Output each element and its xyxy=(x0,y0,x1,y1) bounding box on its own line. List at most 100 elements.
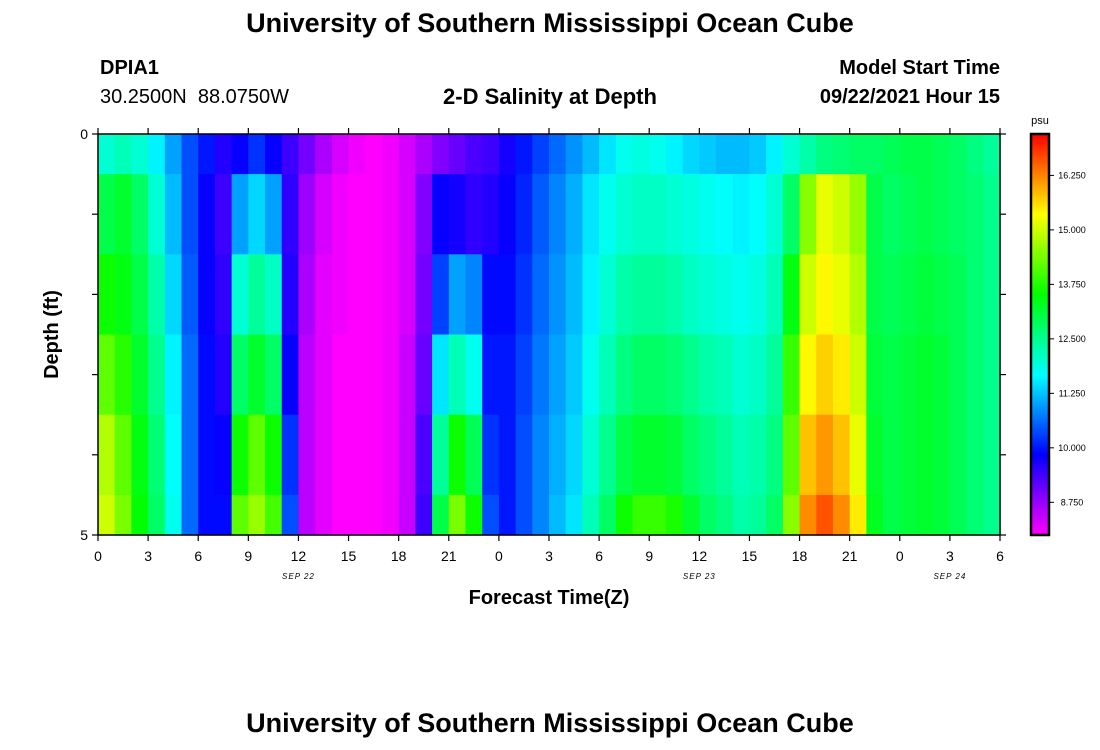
heatmap-cell xyxy=(615,254,634,336)
heatmap-cell xyxy=(515,134,533,175)
heatmap-cell xyxy=(983,334,1001,416)
heatmap-cell xyxy=(916,414,934,496)
heatmap-cell xyxy=(214,254,233,336)
heatmap-cell xyxy=(766,494,784,536)
heatmap-cell xyxy=(181,414,199,496)
heatmap-cell xyxy=(665,494,684,536)
heatmap-cell xyxy=(248,134,266,175)
x-tick-label: 15 xyxy=(341,548,357,564)
heatmap-cell xyxy=(749,334,767,416)
heatmap-cell xyxy=(632,334,650,416)
heatmap-cell xyxy=(131,414,149,496)
x-tick-label: 3 xyxy=(946,548,954,564)
heatmap-cell xyxy=(782,494,801,536)
heatmap-cell xyxy=(782,334,801,416)
colorbar-tick-label: 10.000 xyxy=(1058,443,1086,453)
heatmap-cell xyxy=(799,494,817,536)
heatmap-cell xyxy=(565,254,583,336)
heatmap-cell xyxy=(331,494,350,536)
heatmap-cell xyxy=(231,134,249,175)
heatmap-cell xyxy=(916,174,934,255)
x-tick-label: 18 xyxy=(792,548,808,564)
heatmap-cell xyxy=(816,254,834,336)
heatmap-cell xyxy=(749,414,767,496)
heatmap-cell xyxy=(482,414,500,496)
heatmap-cell xyxy=(766,334,784,416)
heatmap-cell xyxy=(649,254,667,336)
x-tick-label: 0 xyxy=(495,548,503,564)
heatmap-cell xyxy=(933,174,951,255)
heatmap-cell xyxy=(866,134,884,175)
heatmap-cell xyxy=(799,334,817,416)
heatmap-cell xyxy=(331,414,350,496)
heatmap-cell xyxy=(315,254,333,336)
colorbar-tick-label: 12.500 xyxy=(1058,334,1086,344)
heatmap-cell xyxy=(732,414,751,496)
heatmap-cell xyxy=(699,134,717,175)
heatmap-cell xyxy=(198,254,216,336)
x-tick-label: 21 xyxy=(842,548,858,564)
heatmap-cell xyxy=(315,174,333,255)
heatmap-cell xyxy=(131,494,149,536)
heatmap-cell xyxy=(98,334,116,416)
heatmap-cell xyxy=(198,414,216,496)
heatmap-cell xyxy=(498,414,517,496)
chart-title: 2-D Salinity at Depth xyxy=(443,84,657,109)
heatmap-cell xyxy=(214,334,233,416)
heatmap-cell xyxy=(665,334,684,416)
heatmap-cell xyxy=(632,414,650,496)
heatmap-cell xyxy=(281,134,300,175)
heatmap-cell xyxy=(131,334,149,416)
heatmap-cell xyxy=(164,414,183,496)
heatmap-cell xyxy=(415,134,433,175)
heatmap-cell xyxy=(515,494,533,536)
heatmap-cell xyxy=(565,414,583,496)
y-tick-label: 0 xyxy=(80,126,88,142)
heatmap-cell xyxy=(164,334,183,416)
heatmap-cell xyxy=(365,334,383,416)
x-tick-label: 12 xyxy=(692,548,708,564)
heatmap-cell xyxy=(983,174,1001,255)
heatmap-cell xyxy=(265,174,283,255)
heatmap-cell xyxy=(315,414,333,496)
heatmap-cell xyxy=(916,134,934,175)
heatmap-cell xyxy=(532,414,550,496)
heatmap-cell xyxy=(949,134,968,175)
heatmap-cell xyxy=(231,174,249,255)
heatmap-cell xyxy=(498,174,517,255)
heatmap-cell xyxy=(565,334,583,416)
heatmap-cell xyxy=(899,494,918,536)
heatmap-cell xyxy=(365,494,383,536)
heatmap-cell xyxy=(465,494,483,536)
heatmap-cell xyxy=(883,414,901,496)
heatmap-cell xyxy=(532,174,550,255)
heatmap-cell xyxy=(98,254,116,336)
heatmap-cell xyxy=(265,334,283,416)
heatmap-cell xyxy=(265,134,283,175)
heatmap-cell xyxy=(315,334,333,416)
colorbar-ticks: 8.750 10.000 11.250 12.500 13.750 15.000 16.25… xyxy=(1049,170,1086,507)
heatmap-cell xyxy=(983,134,1001,175)
heatmap-cell xyxy=(615,334,634,416)
heatmap-cell xyxy=(515,414,533,496)
heatmap-cell xyxy=(632,254,650,336)
date-label: SEP 22 xyxy=(282,572,315,581)
heatmap-cell xyxy=(381,414,400,496)
heatmap-cell xyxy=(498,134,517,175)
heatmap-cell xyxy=(799,134,817,175)
colorbar-tick-label: 16.250 xyxy=(1058,170,1086,180)
heatmap-cell xyxy=(298,174,316,255)
heatmap-cell xyxy=(198,334,216,416)
heatmap-cell xyxy=(532,334,550,416)
x-tick-label: 12 xyxy=(291,548,307,564)
heatmap-cell xyxy=(181,334,199,416)
heatmap-cell xyxy=(849,414,867,496)
colorbar-tick-label: 15.000 xyxy=(1058,225,1086,235)
heatmap-cell xyxy=(398,254,416,336)
heatmap-cell xyxy=(849,134,867,175)
heatmap-cell xyxy=(832,254,851,336)
heatmap-cell xyxy=(599,134,617,175)
heatmap-cell xyxy=(515,254,533,336)
heatmap-cell xyxy=(549,134,567,175)
heatmap-cell xyxy=(482,134,500,175)
